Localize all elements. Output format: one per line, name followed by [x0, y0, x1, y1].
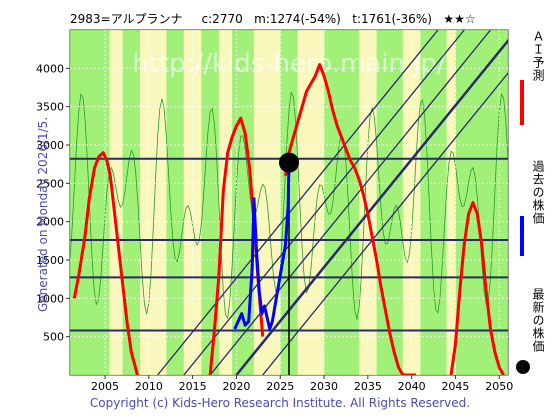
legend-latest-price-label: 最新の株価 [531, 288, 545, 353]
background-band-8 [232, 30, 254, 375]
background-band-6 [201, 30, 219, 375]
chart-title: 2983=アルプランナ c:2770 m:1274(-54%) t:1761(-… [70, 12, 476, 26]
legend-ai-forecast-label: ＡＩ予測 [531, 30, 545, 82]
background-band-17 [446, 30, 456, 375]
generated-date-label: Generated on Monday 2026/1/5. [36, 116, 50, 312]
legend-past-price-label: 過去の株価 [531, 160, 545, 225]
watermark: http://kids-hero.main.jp/ [132, 49, 446, 79]
ai-forecast-line-2 [284, 63, 417, 375]
background-band-4 [166, 30, 184, 375]
y-tick-label-4: 2500 [36, 177, 64, 190]
y-tick-label-5: 3000 [36, 139, 64, 152]
trend-line-3 [262, 72, 508, 375]
x-tick-label-3: 2020 [222, 380, 250, 393]
legend-past-price-swatch [520, 216, 524, 256]
background-band-7 [218, 30, 233, 375]
x-tick-label-7: 2040 [398, 380, 426, 393]
legend-ai-forecast: ＡＩ予測 [516, 30, 546, 125]
trend-line-1 [209, 30, 491, 375]
background-band-3 [140, 30, 167, 375]
envelope-line [70, 91, 508, 320]
legend-latest-price-swatch [516, 360, 530, 374]
background-band-1 [109, 30, 123, 375]
ai-forecast-line-0 [72, 151, 139, 375]
trend-line-2 [235, 38, 508, 375]
x-tick-label-9: 2050 [485, 380, 513, 393]
x-tick-label-2: 2015 [179, 380, 207, 393]
background-band-11 [297, 30, 325, 375]
x-tick-label-8: 2045 [441, 380, 469, 393]
trend-line-4 [157, 30, 439, 375]
trend-line-0 [183, 30, 465, 375]
x-tick-label-5: 2030 [310, 380, 338, 393]
x-tick-label-1: 2010 [135, 380, 163, 393]
past-price-line [233, 162, 291, 331]
copyright-footer: Copyright (c) Kids-Hero Research Institu… [89, 396, 471, 410]
latest-price-marker [279, 152, 299, 173]
legend-latest-price: 最新の株価 [516, 288, 546, 378]
y-tick-label-3: 2000 [36, 216, 64, 229]
y-tick-label-7: 4000 [36, 62, 64, 75]
legend-past-price: 過去の株価 [516, 160, 546, 256]
y-tick-label-2: 1500 [36, 254, 64, 267]
background-band-12 [324, 30, 360, 375]
legend: ＡＩ予測 過去の株価 最新の株価 [516, 30, 546, 380]
y-tick-label-6: 3500 [36, 101, 64, 114]
x-tick-label-0: 2005 [91, 380, 119, 393]
background-band-16 [420, 30, 447, 375]
y-tick-label-0: 500 [43, 331, 64, 344]
y-tick-label-1: 1000 [36, 292, 64, 305]
x-tick-label-4: 2025 [266, 380, 294, 393]
ai-forecast-line-3 [449, 201, 505, 375]
legend-ai-forecast-swatch [520, 80, 524, 125]
background-band-2 [122, 30, 141, 375]
plot-content: http://kids-hero.main.jp/ [70, 30, 508, 375]
background-band-18 [455, 30, 508, 375]
x-tick-label-6: 2035 [354, 380, 382, 393]
